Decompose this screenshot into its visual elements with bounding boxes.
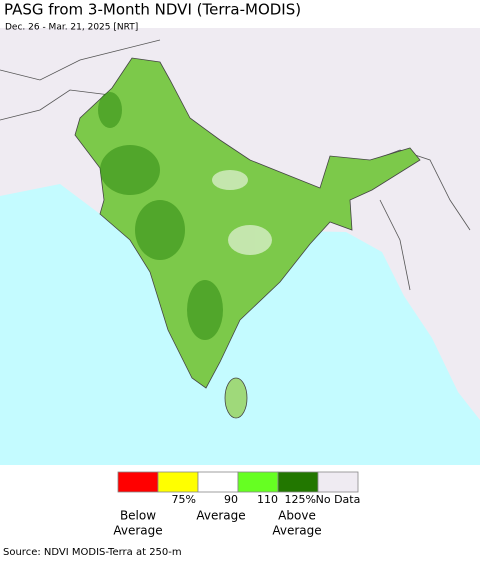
legend-swatch [157, 471, 199, 493]
title: PASG from 3-Month NDVI (Terra-MODIS) [4, 1, 301, 19]
legend-swatch [197, 471, 239, 493]
legend-caption: Above [278, 509, 316, 523]
legend-swatch [237, 471, 279, 493]
average-areas [212, 170, 272, 255]
legend-tick-label: 110 [257, 493, 278, 506]
legend-tick-label: No Data [316, 493, 361, 506]
legend-swatch [317, 471, 359, 493]
sri-lanka [224, 377, 248, 419]
border [0, 39, 161, 81]
legend-caption: Below [120, 509, 156, 523]
legend-tick-label: 90 [224, 493, 238, 506]
border [0, 89, 111, 121]
dense-vegetation [98, 92, 223, 340]
border [379, 199, 411, 291]
patch [212, 170, 248, 190]
legend-caption: Average [113, 524, 162, 538]
map [0, 28, 480, 465]
legend-caption: Average [196, 509, 245, 523]
patch [135, 200, 185, 260]
patch [228, 225, 272, 255]
subtitle: Dec. 26 - Mar. 21, 2025 [NRT] [5, 23, 138, 33]
legend-tick-label: 125% [285, 493, 316, 506]
legend-tick-label: 75% [172, 493, 196, 506]
vegetation-region [74, 57, 421, 389]
legend-swatch [117, 471, 159, 493]
source: Source: NDVI MODIS-Terra at 250-m [3, 547, 182, 558]
legend-caption: Average [272, 524, 321, 538]
legend-swatch [277, 471, 319, 493]
patch [100, 145, 160, 195]
patch [98, 92, 122, 128]
patch [187, 280, 223, 340]
